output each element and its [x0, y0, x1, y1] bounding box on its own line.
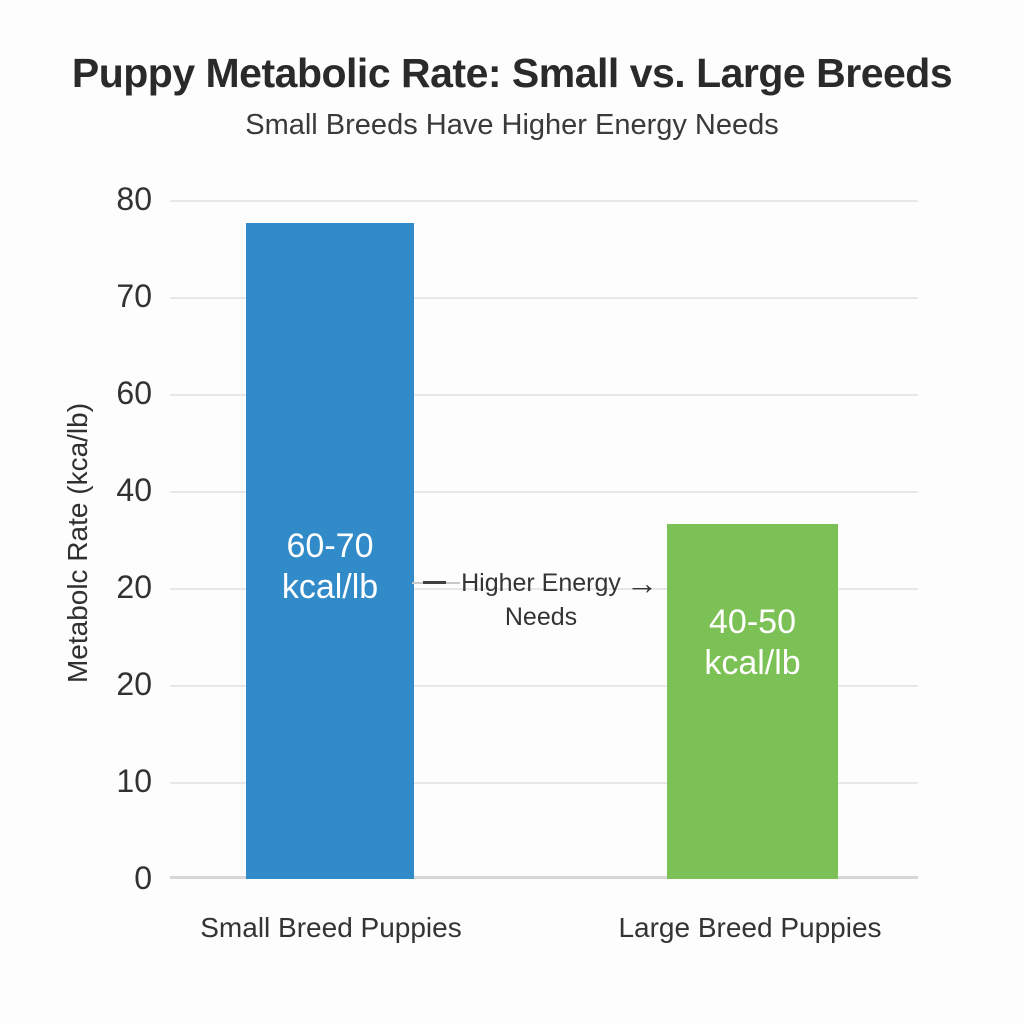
bar-small-value-range: 60-70 — [286, 527, 374, 565]
gridline — [170, 491, 918, 493]
y-tick-label: 70 — [116, 277, 152, 314]
gridline — [170, 588, 918, 590]
x-axis-label-small-breed: Small Breed Puppies — [200, 912, 462, 943]
annotation-text: Higher Energy Needs — [430, 566, 652, 634]
y-tick-label: 0 — [134, 859, 152, 896]
gridline — [170, 297, 918, 299]
bar-small-breed: 60-70 kcal/lb — [246, 223, 414, 879]
y-tick-label: 10 — [116, 762, 152, 799]
x-axis-label-large-breed: Large Breed Puppies — [618, 912, 882, 943]
annotation-line2: Needs — [504, 603, 578, 631]
y-tick-label: 40 — [116, 471, 152, 508]
y-tick-label: 20 — [116, 568, 152, 605]
bar-small-value-unit: kcal/lb — [281, 568, 379, 606]
gridline — [170, 685, 918, 687]
y-tick-label: 80 — [116, 180, 152, 217]
y-tick-label: 60 — [116, 374, 152, 411]
gridline — [170, 394, 918, 396]
bar-small-value-label: 60-70 kcal/lb — [246, 526, 414, 608]
annotation-connector-dash — [423, 581, 446, 584]
bar-large-value-range: 40-50 — [709, 603, 796, 641]
bar-large-value-unit: kcal/lb — [704, 644, 801, 682]
annotation-line1: Higher Energy — [461, 569, 621, 597]
chart-subtitle: Small Breeds Have Higher Energy Needs — [245, 109, 779, 141]
x-axis-line — [170, 876, 918, 879]
y-axis-title: Metabolc Rate (kca/lb) — [62, 402, 93, 684]
bar-large-value-label: 40-50 kcal/lb — [667, 602, 838, 684]
gridline — [170, 782, 918, 784]
gridline — [170, 200, 918, 202]
chart-title: Puppy Metabolic Rate: Small vs. Large Br… — [71, 50, 953, 96]
plot-area: 80 70 60 40 20 20 10 0 60-70 kcal/lb 40-… — [116, 181, 918, 896]
right-arrow-icon: → — [626, 565, 658, 601]
y-tick-label: 20 — [116, 665, 152, 702]
bar-large-breed: 40-50 kcal/lb — [667, 524, 838, 879]
